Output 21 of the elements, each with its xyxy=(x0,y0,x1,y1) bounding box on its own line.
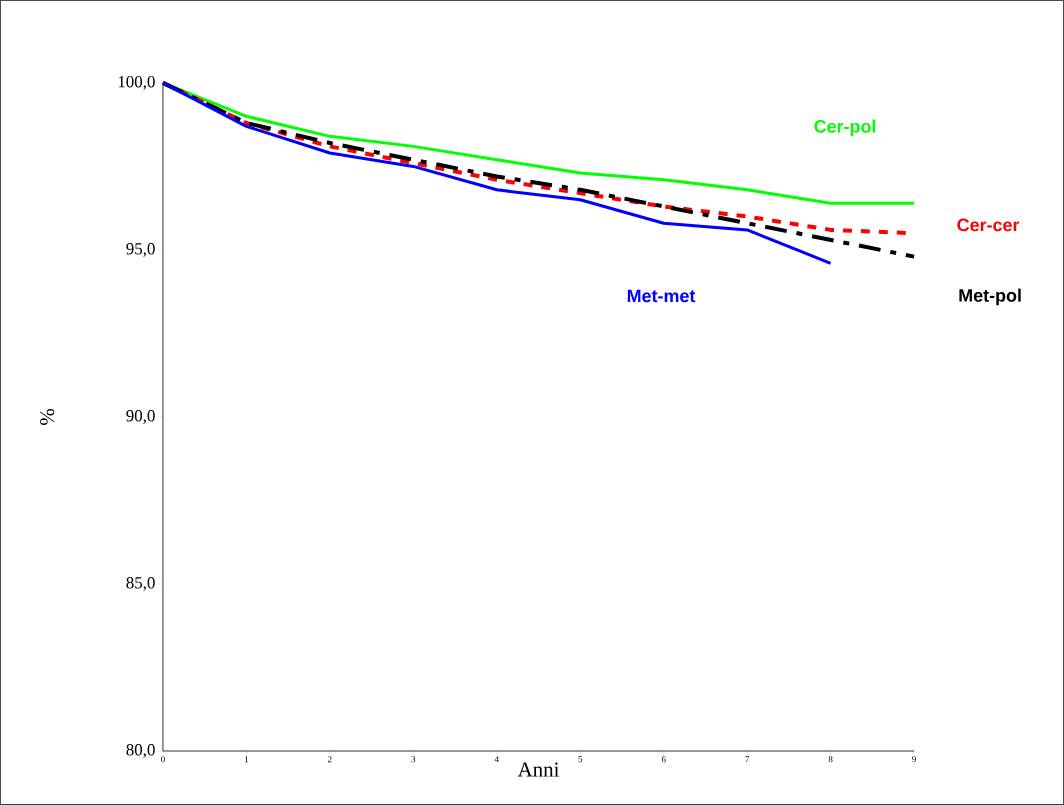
y-tick-label: 80,0 xyxy=(126,744,155,758)
x-tick-label: 2 xyxy=(328,756,332,763)
x-tick-label: 4 xyxy=(494,756,499,763)
x-tick-label: 3 xyxy=(411,756,416,763)
x-tick-label: 6 xyxy=(661,756,666,763)
x-tick-label: 5 xyxy=(578,756,583,763)
y-tick-label: 90,0 xyxy=(126,410,155,424)
text: Met-met xyxy=(627,289,696,303)
x-tick-label: 9 xyxy=(912,756,916,763)
y-tick-label: 95,0 xyxy=(126,243,155,257)
x-tick-label: 7 xyxy=(745,756,750,763)
x-axis-title: Anni xyxy=(517,762,560,777)
x-tick-label: 8 xyxy=(828,756,833,763)
x-tick-label: 0 xyxy=(161,756,165,763)
text: Met-pol xyxy=(959,288,1021,306)
text: Cer-cer xyxy=(957,218,1020,232)
y-axis-title: % xyxy=(40,408,55,425)
y-tick-label: 85,0 xyxy=(126,577,155,591)
x-tick-label: 1 xyxy=(244,756,249,763)
text: Cer-pol xyxy=(814,119,876,137)
y-tick-label: 100,0 xyxy=(118,75,155,90)
